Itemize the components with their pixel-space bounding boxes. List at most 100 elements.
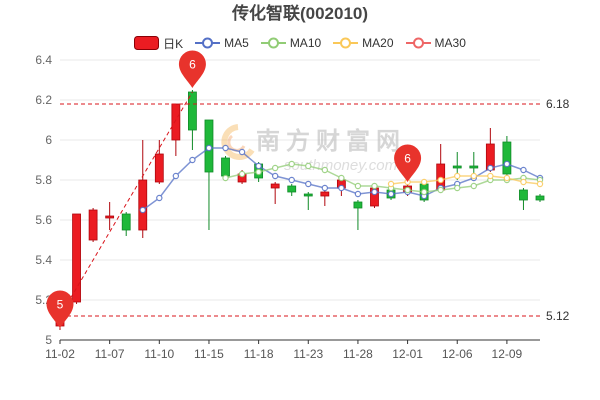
legend-item-ma20[interactable]: MA20: [333, 36, 394, 50]
ma-point: [536, 180, 544, 188]
ma-point: [305, 180, 312, 188]
ma-point: [454, 184, 461, 192]
legend-item-ma5[interactable]: MA5: [195, 36, 249, 50]
candle-body: [452, 165, 462, 169]
candle-body: [353, 201, 363, 209]
map-pin-icon: [46, 290, 74, 328]
ma-point: [371, 182, 378, 190]
watermark-text: 南方财富网: [256, 127, 406, 155]
ma-point: [404, 186, 411, 194]
ma-point: [354, 182, 362, 190]
candle-up: [138, 140, 148, 238]
ma-point: [139, 206, 146, 214]
candle-down: [303, 192, 313, 210]
ma-point: [387, 180, 395, 188]
ma-series-2: [387, 172, 544, 188]
x-tick-label: 11-18: [244, 347, 274, 361]
ma-point: [470, 182, 477, 190]
candle-up: [320, 190, 330, 206]
y-tick-label: 5.6: [35, 213, 52, 227]
candle-up: [270, 182, 280, 204]
line-circle-legend-icon: [405, 37, 431, 49]
ma-point: [172, 172, 180, 180]
ma-point: [503, 160, 511, 168]
trend-line: [59, 91, 193, 317]
x-tick-label: 11-15: [194, 347, 224, 361]
legend-circle: [202, 37, 214, 49]
mark-points: 5 6 6: [46, 50, 422, 328]
ma-point: [288, 176, 295, 184]
x-tick-label: 12-09: [492, 347, 523, 361]
candle-body: [105, 215, 115, 219]
ma-point: [338, 184, 345, 192]
candle-up: [171, 103, 181, 156]
ma-point: [420, 188, 428, 196]
y-tick-label: 5.8: [35, 173, 52, 187]
candle-body: [221, 157, 230, 177]
ma-point: [420, 178, 428, 186]
ma-point: [371, 188, 378, 196]
candle-down: [204, 119, 214, 230]
legend-item-ma10[interactable]: MA10: [260, 36, 322, 50]
legend-item-daily-k[interactable]: 日K: [134, 35, 183, 52]
ma-point: [271, 172, 279, 180]
y-tick-label: 5.4: [35, 253, 52, 267]
candle-down: [188, 90, 197, 150]
y-tick-label: 5: [45, 333, 52, 347]
legend-label-ma20: MA20: [362, 36, 394, 50]
x-tick-label: 12-06: [442, 347, 473, 361]
legend-label-ma5: MA5: [224, 36, 249, 50]
ma-point: [487, 172, 494, 180]
legend-label-ma10: MA10: [289, 36, 322, 50]
ma-point: [387, 190, 395, 198]
legend-circle: [412, 37, 424, 49]
candle-up: [154, 140, 164, 184]
ma-point: [503, 174, 511, 182]
mark-pin-label: 6: [404, 152, 411, 166]
line-circle-legend-icon: [195, 37, 221, 49]
mark-pin-label: 5: [57, 298, 64, 312]
ma-point: [437, 186, 444, 194]
mark-pin: 6: [178, 50, 206, 88]
ma-point: [305, 162, 312, 170]
candle-legend-swatch: [134, 36, 160, 50]
ma-point: [321, 184, 329, 192]
y-tick-label: 6.4: [35, 53, 52, 67]
ma-line: [390, 175, 541, 185]
legend-label-daily-k: 日K: [163, 36, 184, 51]
candle-down: [121, 212, 131, 236]
watermark: 南方财富网 southmoney.com: [221, 124, 406, 174]
x-tick-label: 12-01: [392, 347, 423, 361]
y-tick-label: 6: [45, 133, 52, 147]
candle-down: [469, 152, 479, 176]
moving-average-lines: [139, 144, 544, 214]
candle-body: [270, 183, 280, 189]
candle-body: [469, 165, 479, 169]
ma-point: [487, 164, 494, 172]
candle-up: [105, 202, 115, 230]
ma-point: [288, 160, 295, 168]
watermark-subtext: southmoney.com: [284, 157, 397, 174]
ma-point: [222, 174, 229, 182]
candle-body: [88, 209, 98, 241]
candle-down: [502, 136, 512, 180]
candle-down: [535, 194, 545, 202]
candles: [55, 90, 545, 330]
mark-pin: 5: [46, 290, 74, 328]
candle-up: [88, 208, 98, 242]
map-pin-icon: [394, 144, 422, 182]
legend-circle: [267, 37, 279, 49]
legend-item-ma30[interactable]: MA30: [405, 36, 466, 50]
x-tick-label: 11-07: [95, 347, 125, 361]
candle-body: [287, 185, 297, 193]
ma-point: [222, 144, 229, 152]
mark-pin: 6: [394, 144, 422, 182]
x-tick-label: 11-02: [45, 347, 75, 361]
map-pin-icon: [178, 50, 206, 88]
x-tick-label: 11-28: [343, 347, 373, 361]
ma-point: [271, 164, 279, 172]
line-circle-legend-icon: [333, 37, 359, 49]
ma-point: [156, 194, 163, 202]
